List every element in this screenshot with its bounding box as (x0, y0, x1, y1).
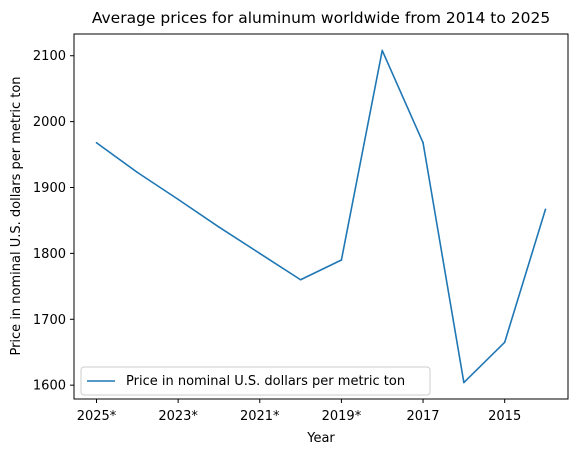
data-point (136, 171, 139, 174)
x-tick-label: 2015 (488, 409, 521, 424)
legend-label: Price in nominal U.S. dollars per metric… (126, 374, 405, 389)
chart-title: Average prices for aluminum worldwide fr… (92, 9, 550, 27)
y-tick-label: 2000 (33, 115, 66, 130)
data-point (422, 141, 424, 144)
data-point (463, 381, 465, 384)
y-axis-ticks: 1600 1700 1800 1900 2000 2100 (33, 49, 74, 394)
series-line (96, 49, 547, 384)
y-tick-label: 2100 (33, 49, 66, 64)
data-point (340, 259, 343, 261)
x-tick-label: 2023* (158, 409, 198, 424)
x-tick-label: 2021* (240, 409, 280, 424)
data-point (218, 226, 220, 228)
data-point (299, 278, 302, 281)
data-point (177, 198, 179, 201)
y-tick-label: 1600 (33, 379, 66, 394)
x-tick-label: 2017 (406, 409, 439, 424)
y-tick-label: 1900 (33, 181, 66, 196)
y-tick-label: 1700 (33, 313, 66, 328)
y-tick-label: 1800 (33, 247, 66, 262)
x-axis-title: Year (306, 431, 335, 446)
x-tick-label: 2019* (322, 409, 362, 424)
data-point (503, 341, 506, 344)
legend: Price in nominal U.S. dollars per metric… (80, 366, 431, 396)
data-point (544, 208, 547, 211)
plot-area-frame (73, 33, 569, 400)
series-lines (95, 49, 547, 384)
y-axis-title: Price in nominal U.S. dollars per metric… (9, 76, 24, 355)
x-axis-ticks: 2025* 2023* 2021* 2019* 2017 2015 (77, 399, 521, 424)
data-point (258, 252, 261, 255)
legend-box (80, 366, 431, 396)
x-tick-label: 2025* (77, 409, 117, 424)
data-point (381, 49, 384, 52)
data-point (95, 141, 98, 144)
